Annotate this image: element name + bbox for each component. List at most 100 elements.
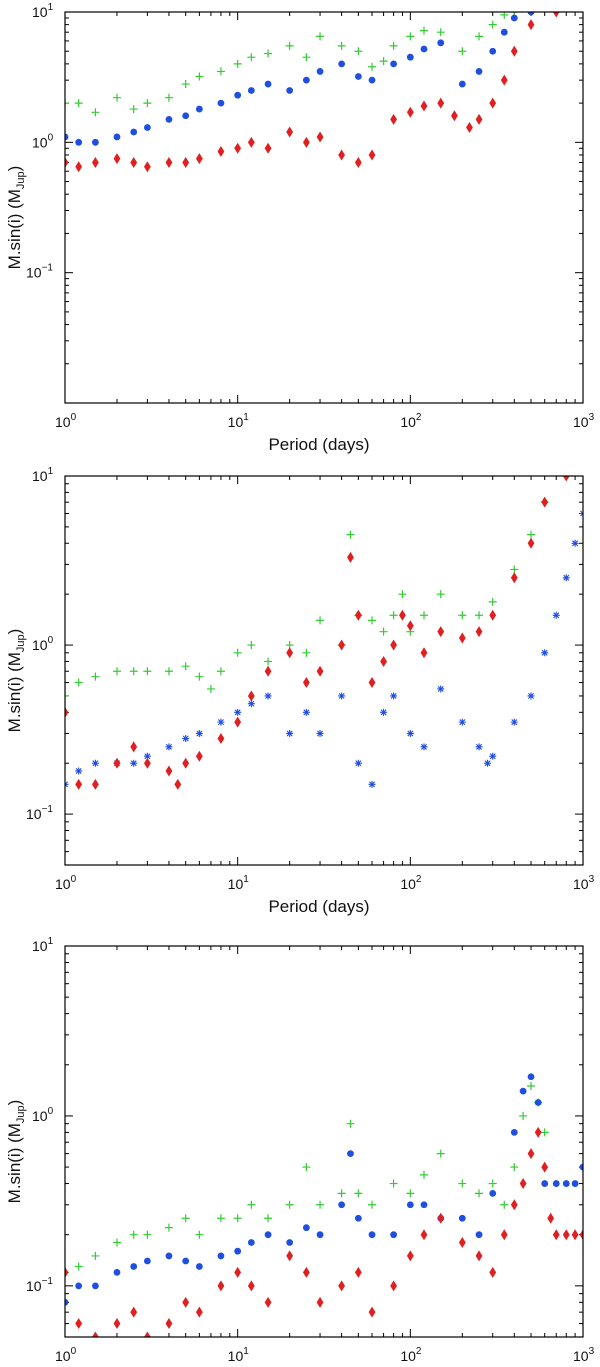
y-tick-label: 10−1 xyxy=(26,804,53,822)
data-point xyxy=(436,1149,445,1158)
data-point xyxy=(519,1087,527,1095)
data-point xyxy=(195,729,203,737)
data-point xyxy=(91,108,100,117)
data-point xyxy=(541,1180,549,1187)
data-point xyxy=(75,138,83,146)
data-point xyxy=(165,1252,173,1260)
data-point xyxy=(458,1236,466,1248)
data-point xyxy=(182,1257,190,1265)
data-point xyxy=(65,1298,69,1306)
data-point xyxy=(541,1161,549,1173)
data-point xyxy=(420,743,428,751)
data-point xyxy=(165,115,173,123)
data-point xyxy=(437,685,445,693)
data-point xyxy=(337,1189,346,1198)
data-point xyxy=(302,648,311,657)
data-point xyxy=(390,113,398,125)
x-tick-label: 100 xyxy=(55,1346,77,1364)
data-point xyxy=(437,97,445,109)
data-point xyxy=(534,1126,542,1138)
data-point xyxy=(489,97,497,109)
data-point xyxy=(398,590,407,599)
data-point xyxy=(527,12,535,16)
data-point xyxy=(285,41,294,50)
data-point xyxy=(510,1128,518,1136)
data-point xyxy=(129,105,138,114)
data-layer xyxy=(65,476,583,790)
data-point xyxy=(195,672,204,681)
y-tick-label: 101 xyxy=(32,2,54,20)
data-point xyxy=(75,1318,83,1330)
data-point xyxy=(247,700,255,708)
data-point xyxy=(354,1189,363,1198)
data-point xyxy=(285,1200,294,1209)
data-point xyxy=(338,60,346,68)
data-point xyxy=(286,87,294,94)
data-point xyxy=(406,620,414,632)
data-point xyxy=(510,565,519,574)
data-point xyxy=(113,1268,121,1276)
data-point xyxy=(406,53,414,61)
data-point xyxy=(233,1214,242,1223)
data-point xyxy=(354,47,363,56)
data-point xyxy=(316,729,324,737)
data-point xyxy=(264,657,273,666)
data-point xyxy=(92,1331,99,1337)
data-point xyxy=(217,146,225,158)
data-point xyxy=(74,99,83,108)
data-point xyxy=(195,72,204,81)
data-point xyxy=(181,662,190,671)
data-point xyxy=(390,639,398,651)
data-point xyxy=(354,1214,362,1222)
data-point xyxy=(264,1214,273,1223)
data-point xyxy=(489,1189,497,1197)
data-point xyxy=(247,641,256,650)
data-point xyxy=(458,80,466,88)
data-point xyxy=(458,1179,467,1188)
data-point xyxy=(500,1200,509,1209)
data-point xyxy=(562,1180,570,1187)
data-point xyxy=(129,667,138,676)
data-point xyxy=(466,121,473,133)
data-point xyxy=(206,684,215,693)
x-tick-label: 101 xyxy=(228,874,250,892)
data-point xyxy=(379,627,388,636)
data-point xyxy=(143,667,152,676)
data-point xyxy=(562,1229,570,1241)
data-point xyxy=(75,778,83,790)
data-point xyxy=(475,743,483,751)
data-point xyxy=(389,611,398,620)
data-point xyxy=(475,611,484,620)
data-point xyxy=(182,112,190,120)
data-point xyxy=(92,1282,99,1290)
data-point xyxy=(338,149,346,161)
series-green-plus xyxy=(65,1082,549,1277)
data-point xyxy=(368,62,377,71)
data-point xyxy=(302,708,310,716)
data-point xyxy=(247,1200,256,1209)
series-green-plus xyxy=(65,476,571,700)
data-point xyxy=(316,32,325,41)
data-point xyxy=(368,1231,376,1239)
data-point xyxy=(475,32,484,41)
x-tick-label: 103 xyxy=(573,1346,595,1364)
data-point xyxy=(420,647,428,659)
data-point xyxy=(164,1223,173,1232)
data-point xyxy=(354,1266,362,1278)
data-point xyxy=(182,1296,190,1308)
series-blue-circle xyxy=(65,12,535,146)
data-point xyxy=(182,157,190,169)
x-tick-label: 102 xyxy=(400,874,422,892)
data-point xyxy=(389,1179,398,1188)
data-point xyxy=(354,157,362,169)
data-point xyxy=(475,1189,484,1198)
data-point xyxy=(420,1201,428,1209)
data-point xyxy=(510,572,518,584)
data-point xyxy=(458,611,467,620)
data-point xyxy=(113,1318,121,1330)
data-point xyxy=(406,1189,415,1198)
data-point xyxy=(510,14,518,22)
data-point xyxy=(65,706,69,718)
data-point xyxy=(264,665,272,677)
x-tick-label: 100 xyxy=(55,412,77,430)
